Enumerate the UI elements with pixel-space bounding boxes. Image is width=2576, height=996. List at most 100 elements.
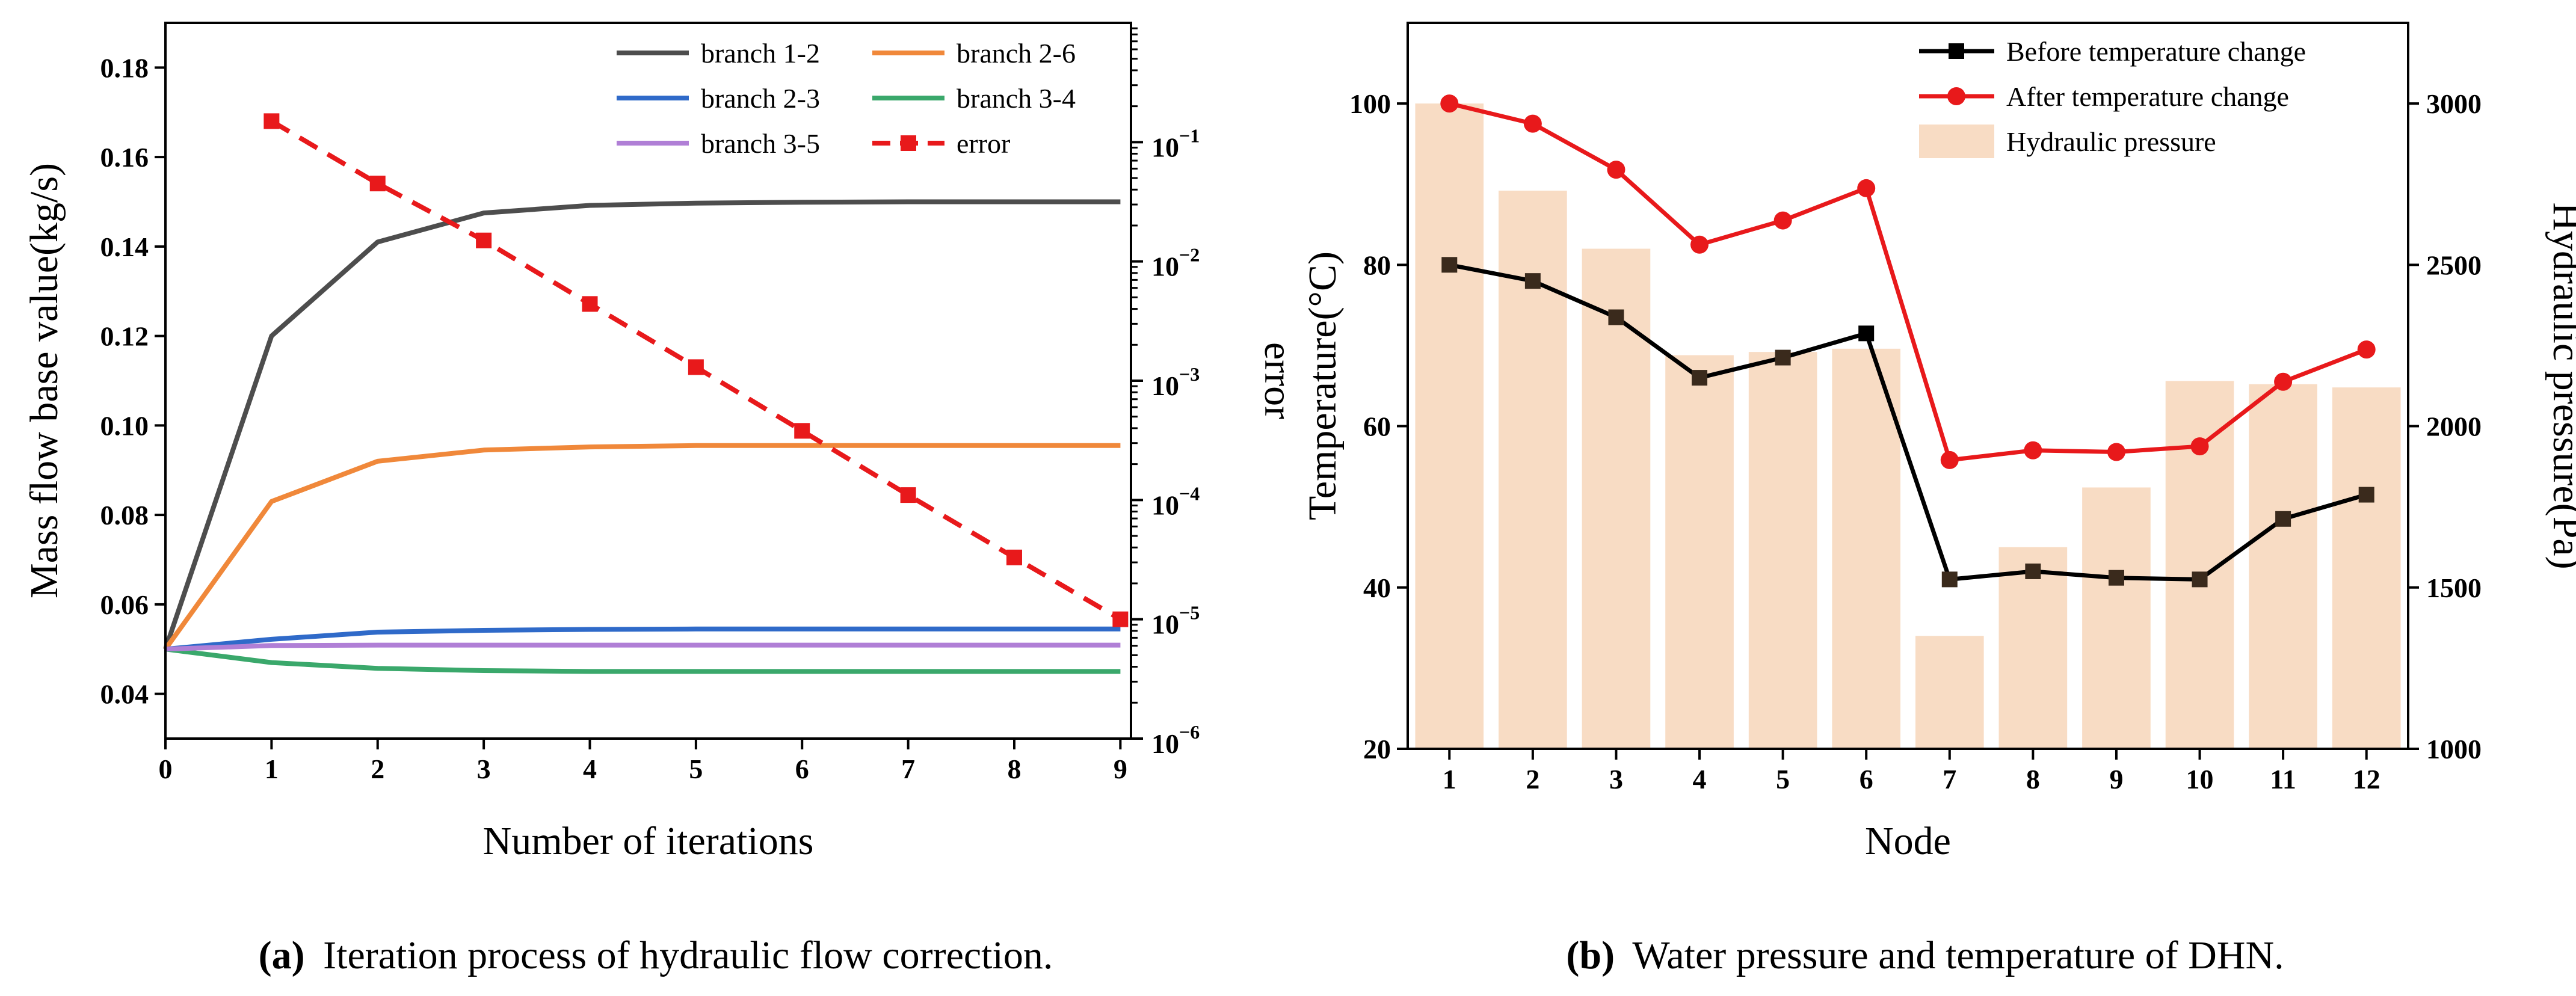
y2-tick-label: 10−1 [1151, 124, 1200, 162]
caption-b-text: Water pressure and temperature of DHN. [1632, 933, 2284, 977]
y2-tick-base: 10 [1151, 609, 1179, 640]
caption-a-tag: (a) [259, 933, 305, 977]
after-temperature-marker [1607, 161, 1625, 179]
pressure-bar [2249, 384, 2317, 749]
y2-tick-exponent: −6 [1179, 721, 1200, 743]
y2-tick-exponent: −2 [1179, 244, 1200, 266]
before-temperature-marker [2358, 487, 2374, 503]
after-temperature-marker [2107, 443, 2125, 461]
chart-b: 1 2 3 4 5 6 7 8 9 10 11 122040608010010001500200025… [1301, 22, 2576, 863]
x-tick-label: 1 [265, 754, 279, 784]
y-tick-label: 0.08 [100, 500, 149, 530]
legend-marker-before-temperature-change [1949, 43, 1964, 59]
y2-tick-label: 3000 [2426, 88, 2482, 119]
x-axis-label: Number of iterations [483, 819, 814, 863]
series-line-branch-1-2 [163, 199, 1121, 650]
x-tick-label: 3 [477, 754, 491, 784]
y-axis-label: Mass flow base value(kg/s) [22, 163, 66, 598]
x-tick-label: 2 [371, 754, 384, 784]
series-line-after-temperature-change [1449, 101, 2367, 463]
after-temperature-marker [1440, 94, 1459, 113]
before-temperature-marker [2275, 511, 2291, 527]
caption-a-text: Iteration process of hydraulic flow corr… [323, 933, 1053, 977]
y2-tick-exponent: −1 [1179, 124, 1200, 146]
pressure-bar [1748, 352, 1817, 749]
error-marker [794, 423, 810, 439]
x-tick-label: 11 [2270, 764, 2296, 795]
y-tick-label: 0.16 [100, 142, 149, 173]
caption-a: (a) Iteration process of hydraulic flow … [259, 933, 1053, 977]
before-temperature-marker [1775, 349, 1791, 366]
caption-b: (b) Water pressure and temperature of DH… [1566, 933, 2284, 977]
y2-tick-label: 10−2 [1151, 244, 1200, 282]
before-temperature-marker [1441, 257, 1458, 273]
y2-tick-base: 10 [1151, 728, 1179, 759]
pressure-bar [1998, 547, 2068, 749]
pressure-bar [1832, 348, 1901, 749]
before-temperature-marker [1858, 325, 1875, 342]
y-tick-label: 0.18 [100, 52, 149, 83]
y-tick-label: 60 [1363, 411, 1391, 442]
y2-tick-base: 10 [1151, 490, 1179, 520]
legend-label-branch-2-6: branch 2-6 [957, 38, 1076, 69]
error-marker [1112, 611, 1129, 627]
pressure-bar [1915, 636, 1984, 749]
after-temperature-marker [2357, 340, 2376, 359]
legend-marker-error [901, 135, 916, 151]
after-temperature-marker [1773, 211, 1792, 230]
x-tick-label: 2 [1526, 764, 1539, 795]
series-line-branch-2-6 [163, 443, 1121, 651]
x-tick-label: 10 [2186, 764, 2214, 795]
y2-tick-base: 10 [1151, 370, 1179, 401]
x-tick-label: 7 [1943, 764, 1956, 795]
y2-tick-label: 2500 [2426, 250, 2482, 280]
legend-label-branch-3-4: branch 3-4 [957, 83, 1076, 114]
after-temperature-marker [1690, 235, 1709, 254]
y2-tick-label: 1000 [2426, 734, 2482, 764]
legend-label-after-temperature-change: After temperature change [2006, 81, 2289, 112]
y-tick-label: 20 [1363, 734, 1391, 764]
x-tick-label: 9 [2109, 764, 2123, 795]
y2-tick-label: 1500 [2426, 573, 2482, 603]
y2-tick-label: 10−5 [1151, 602, 1200, 640]
error-marker [900, 487, 916, 503]
y2-tick-base: 10 [1151, 251, 1179, 282]
x-tick-label: 8 [2026, 764, 2040, 795]
caption-b-tag: (b) [1566, 933, 1615, 977]
y2-axis-label: Hydraulic pressure(Pa) [2545, 202, 2576, 569]
x-tick-label: 1 [1443, 764, 1456, 795]
x-tick-label: 0 [159, 754, 173, 784]
x-tick-label: 12 [2353, 764, 2380, 795]
y2-tick-label: 10−3 [1151, 363, 1200, 401]
after-temperature-marker [2190, 437, 2209, 456]
before-temperature-marker [1524, 273, 1541, 289]
series-line-branch-2-3 [165, 626, 1121, 652]
y2-tick-label: 10−6 [1151, 721, 1200, 759]
y-tick-label: 0.14 [100, 232, 149, 262]
y-tick-label: 40 [1363, 573, 1391, 603]
x-tick-label: 6 [795, 754, 809, 784]
pressure-bar [1415, 103, 1484, 749]
x-tick-label: 7 [901, 754, 915, 784]
after-temperature-marker [1857, 179, 1876, 197]
x-tick-label: 9 [1114, 754, 1127, 784]
before-temperature-marker [1608, 309, 1624, 325]
before-temperature-marker [2025, 563, 2041, 579]
y2-tick-exponent: −4 [1179, 482, 1200, 504]
y2-tick-exponent: −5 [1179, 602, 1200, 624]
series-line-branch-3-4 [165, 647, 1121, 674]
x-tick-label: 8 [1007, 754, 1021, 784]
x-axis-label: Node [1865, 819, 1951, 863]
legend-label-before-temperature-change: Before temperature change [2006, 36, 2306, 67]
y2-tick-exponent: −3 [1179, 363, 1200, 385]
before-temperature-marker [2192, 571, 2208, 588]
legend-label-error: error [957, 128, 1010, 159]
y-tick-label: 0.10 [100, 410, 149, 441]
y-tick-label: 0.04 [100, 679, 149, 710]
chart-a: 0 1 2 3 4 5 6 7 8 9 0.04 0.06 0.08 0.10 0.12 0.14 0.16 0.… [22, 22, 1300, 863]
after-temperature-marker [1940, 450, 1959, 469]
x-tick-label: 4 [1693, 764, 1707, 795]
y-axis-label: Temperature(°C) [1301, 251, 1345, 520]
legend-label-branch-2-3: branch 2-3 [701, 83, 820, 114]
